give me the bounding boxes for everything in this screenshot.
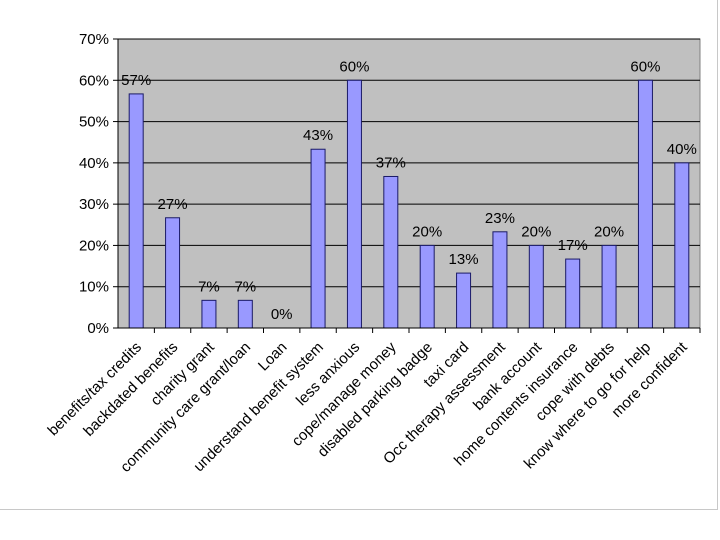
- data-label: 40%: [667, 141, 697, 158]
- data-label: 20%: [594, 223, 624, 240]
- y-tick-label: 70%: [79, 31, 109, 48]
- bar: [565, 258, 581, 329]
- y-tick-label: 0%: [87, 320, 109, 337]
- data-label: 7%: [234, 278, 256, 295]
- data-label: 57%: [121, 72, 151, 89]
- bar: [310, 148, 326, 329]
- bar: [346, 79, 362, 329]
- data-label: 27%: [158, 196, 188, 213]
- data-label: 20%: [521, 223, 551, 240]
- gridlines: [118, 38, 700, 288]
- chart-frame: [0, 0, 718, 510]
- bar: [601, 244, 617, 329]
- bar: [674, 162, 690, 329]
- y-axis-tick-labels: 0% 10% 20% 30% 40% 50% 60% 70%: [79, 31, 118, 337]
- y-tick-label: 10%: [79, 279, 109, 296]
- data-label: 23%: [485, 210, 515, 227]
- bar: [165, 217, 181, 329]
- bar: [637, 79, 653, 329]
- data-label: 60%: [339, 58, 369, 75]
- data-label: 13%: [449, 251, 479, 268]
- data-label: 37%: [376, 154, 406, 171]
- y-tick-label: 30%: [79, 196, 109, 213]
- y-tick-label: 20%: [79, 237, 109, 254]
- bar: [128, 93, 144, 329]
- data-label: 0%: [271, 306, 293, 323]
- bar: [237, 299, 253, 329]
- data-label: 17%: [558, 237, 588, 254]
- data-label: 7%: [198, 278, 220, 295]
- bar: [456, 272, 472, 329]
- bar: [528, 244, 544, 329]
- data-label: 60%: [630, 58, 660, 75]
- bar: [201, 299, 217, 329]
- bar: [419, 244, 435, 329]
- data-label: 20%: [412, 223, 442, 240]
- y-tick-label: 40%: [79, 155, 109, 172]
- y-tick-label: 60%: [79, 72, 109, 89]
- data-label: 43%: [303, 127, 333, 144]
- y-tick-label: 50%: [79, 114, 109, 131]
- data-labels: 57% 27% 7% 7% 0% 43% 60% 37% 20% 13% 23% 20% 17% 20% 6…: [121, 58, 697, 323]
- bar: [383, 175, 399, 329]
- bar: [492, 231, 508, 329]
